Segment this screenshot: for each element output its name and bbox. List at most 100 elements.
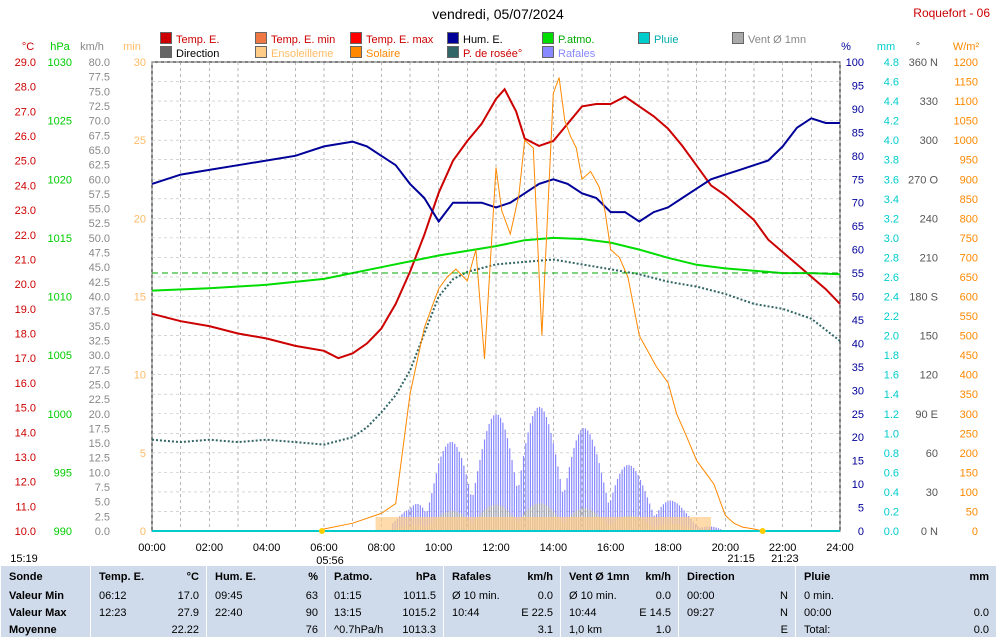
- table-unit: %: [308, 571, 318, 583]
- legend-label: Temp. E. min: [271, 34, 336, 46]
- table-cell-value: 0.0: [655, 590, 671, 602]
- legend-swatch: [350, 46, 362, 58]
- series-line-pderose: [151, 258, 841, 446]
- legend-item[interactable]: Direction: [160, 46, 219, 60]
- temp-tick-label: 12.0: [15, 477, 36, 489]
- legend-item[interactable]: Temp. E. max: [350, 32, 433, 46]
- wind-tick-label: 25.0: [89, 379, 110, 391]
- min-tick-label: 25: [134, 135, 146, 147]
- table-unit: mm: [969, 571, 989, 583]
- dir-tick-label: 210: [920, 252, 938, 264]
- legend-swatch: [160, 32, 172, 44]
- legend-item[interactable]: Solaire: [350, 46, 400, 60]
- table-cell-value: 17.0: [177, 590, 199, 602]
- table-cell-value: E 14.5: [639, 607, 671, 619]
- temp-tick-label: 18.0: [15, 329, 36, 341]
- table-row: E: [683, 624, 792, 641]
- dir-tick-label: 150: [920, 331, 938, 343]
- table-cell-value: 0.0: [537, 590, 553, 602]
- press-tick-label: 1030: [48, 57, 72, 69]
- axis-unit-label: km/h: [80, 41, 104, 53]
- solar-tick-label: 1050: [954, 116, 978, 128]
- press-tick-label: 1000: [48, 409, 72, 421]
- table-row: Valeur Min: [5, 590, 87, 607]
- sunrise-label: 05:56: [316, 555, 344, 566]
- solar-tick-label: 1200: [954, 57, 978, 69]
- table-header: Pluie: [804, 571, 831, 583]
- table-header-row: Sonde: [5, 571, 87, 588]
- summary-table: Sonde Valeur Min Valeur Max Moyenne Temp. E.…: [0, 566, 996, 637]
- table-column: Temp. E. °C 06:12 17.0 12:23 27.9 22.22: [90, 566, 207, 637]
- dir-tick-label: 180 S: [909, 292, 938, 304]
- legend-swatch: [732, 32, 744, 44]
- table-column: Hum. E.% 09:45 63 22:40 90 76: [206, 566, 326, 637]
- press-tick-label: 1015: [48, 233, 72, 245]
- weather-chart: 29.0 28.0 27.0 26.0 25.0 24.0 23.0 22.0 21.0 20.0…: [10, 41, 979, 566]
- hum-tick-label: 25: [852, 409, 864, 421]
- axis-unit-label: %: [841, 41, 851, 53]
- station-name[interactable]: Roquefort - 06: [913, 6, 990, 20]
- legend-item[interactable]: Hum. E.: [447, 32, 503, 46]
- rain-tick-label: 2.2: [884, 311, 899, 323]
- axis-unit-label: hPa: [50, 41, 70, 53]
- time-label: 15:19: [10, 553, 38, 565]
- press-tick-label: 1005: [48, 350, 72, 362]
- legend-item[interactable]: Ensoleilleme: [255, 46, 333, 60]
- legend-item[interactable]: P. de rosée°: [447, 46, 522, 60]
- solar-tick-label: 900: [960, 174, 978, 186]
- table-row-label: Moyenne: [9, 624, 57, 636]
- legend-item[interactable]: Vent Ø 1mn: [732, 32, 806, 46]
- hum-tick-label: 0: [858, 526, 864, 538]
- hum-tick-label: 45: [852, 315, 864, 327]
- solar-tick-label: 1100: [954, 96, 978, 108]
- wind-tick-label: 2.5: [95, 511, 110, 523]
- legend-item[interactable]: Temp. E. min: [255, 32, 335, 46]
- legend-item[interactable]: P.atmo.: [542, 32, 595, 46]
- hum-tick-label: 50: [852, 292, 864, 304]
- rain-tick-label: 1.8: [884, 350, 899, 362]
- x-tick-label: 04:00: [253, 542, 281, 554]
- table-cell-time: 10:44: [452, 607, 480, 619]
- x-tick-label: 08:00: [368, 542, 396, 554]
- series-line-solaire: [152, 77, 840, 532]
- hum-tick-label: 95: [852, 80, 864, 92]
- solar-tick-label: 300: [960, 409, 978, 421]
- dir-tick-label: 240: [920, 213, 938, 225]
- table-row: 10:44 E 22.5: [448, 607, 557, 624]
- legend-label: Rafales: [558, 48, 596, 60]
- legend-item[interactable]: Temp. E.: [160, 32, 219, 46]
- rain-tick-label: 0.2: [884, 506, 899, 518]
- rain-tick-label: 1.2: [884, 409, 899, 421]
- solar-tick-label: 750: [960, 233, 978, 245]
- table-header-row: P.atmo. hPa: [330, 571, 440, 588]
- legend-item[interactable]: Pluie: [638, 32, 678, 46]
- rain-tick-label: 4.2: [884, 116, 899, 128]
- legend-swatch: [447, 46, 459, 58]
- x-tick-label: 16:00: [597, 542, 625, 554]
- wind-tick-label: 37.5: [89, 306, 110, 318]
- table-header-row: Vent Ø 1mn km/h: [565, 571, 675, 588]
- x-tick-label: 22:00: [769, 542, 797, 554]
- table-cell-value: 76: [305, 624, 318, 636]
- temp-tick-label: 20.0: [15, 279, 36, 291]
- table-row: 76: [211, 624, 322, 641]
- table-cell-time: 09:27: [687, 607, 715, 619]
- legend-label: Solaire: [366, 48, 401, 60]
- table-row: 22:40 90: [211, 607, 322, 624]
- table-cell-time: 09:45: [215, 590, 243, 602]
- table-row-label: Valeur Min: [9, 590, 65, 602]
- legend-swatch: [542, 46, 554, 58]
- wind-tick-label: 80.0: [89, 57, 110, 69]
- table-header: P.atmo.: [334, 571, 373, 583]
- axis-unit-label: min: [123, 41, 141, 53]
- wind-tick-label: 75.0: [89, 86, 110, 98]
- temp-tick-label: 19.0: [15, 304, 36, 316]
- table-cell-value: 1011.5: [403, 590, 436, 602]
- rain-tick-label: 2.4: [884, 292, 899, 304]
- legend-item[interactable]: Rafales: [542, 46, 595, 60]
- table-column: Sonde Valeur Min Valeur Max Moyenne: [0, 566, 91, 637]
- table-cell-time: Total:: [804, 624, 831, 636]
- chart-title: vendredi, 05/07/2024: [432, 6, 564, 22]
- legend-swatch: [542, 32, 554, 44]
- legend-label: P. de rosée°: [463, 48, 523, 60]
